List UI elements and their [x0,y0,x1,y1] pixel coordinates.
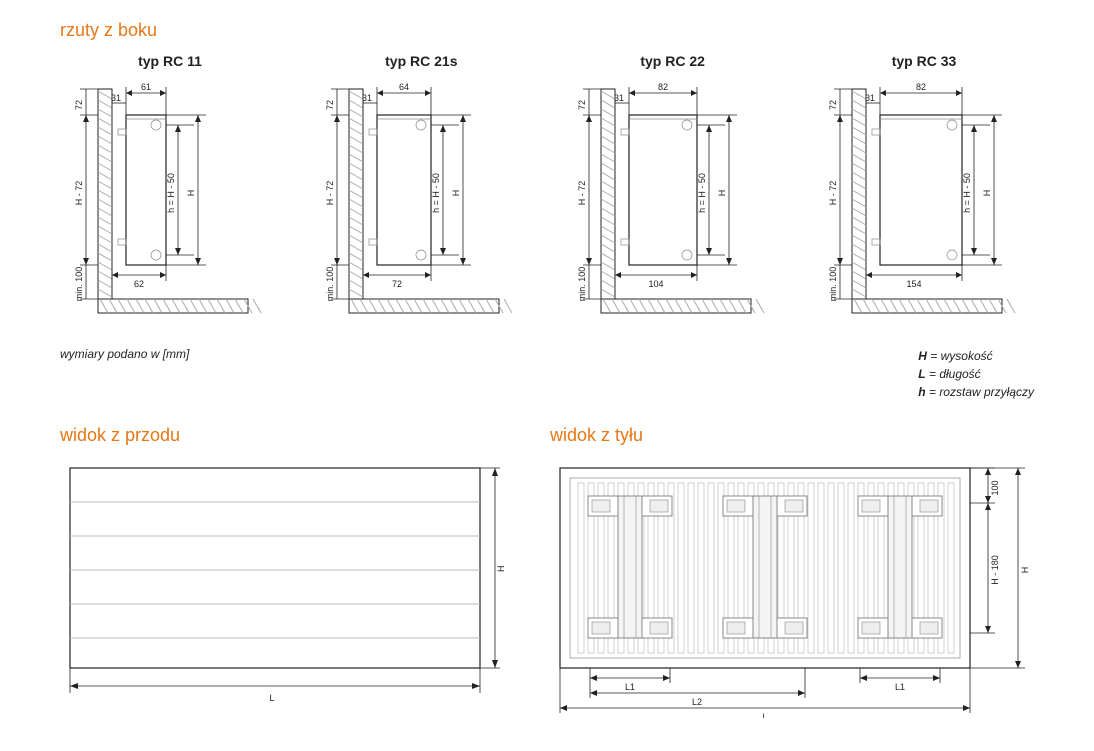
svg-text:72: 72 [325,100,335,110]
svg-text:H - 72: H - 72 [828,181,838,206]
svg-text:H: H [451,190,461,197]
svg-text:min. 100: min. 100 [577,267,587,302]
svg-text:min. 100: min. 100 [325,267,335,302]
svg-text:31: 31 [614,93,624,103]
svg-text:82: 82 [916,82,926,92]
svg-text:min. 100: min. 100 [74,267,84,302]
svg-text:L1: L1 [625,682,635,692]
dimensions-note: wymiary podano w [mm] [60,347,189,401]
svg-text:104: 104 [648,279,663,289]
side-view-3: typ RC 33 [814,53,1034,339]
type-label-2: typ RC 22 [563,53,783,69]
front-view-title: widok z przodu [60,425,520,446]
svg-text:h = H - 50: h = H - 50 [431,173,441,213]
svg-text:L1: L1 [895,682,905,692]
svg-text:61: 61 [141,82,151,92]
svg-text:31: 31 [865,93,875,103]
svg-text:H: H [1020,567,1030,574]
svg-text:H - 72: H - 72 [74,181,84,206]
legend-h: rozstaw przyłączy [939,385,1034,399]
svg-text:64: 64 [399,82,409,92]
side-view-0: typ RC 11 [60,53,280,339]
legend-L: długość [939,367,980,381]
side-views-title: rzuty z boku [60,20,1034,41]
svg-text:H: H [982,190,992,197]
front-H-label: H [496,566,506,573]
svg-text:h = H - 50: h = H - 50 [166,173,176,213]
bottom-row: widok z przodu H [60,425,1034,718]
back-view-title: widok z tyłu [550,425,1050,446]
svg-text:72: 72 [828,100,838,110]
svg-text:82: 82 [658,82,668,92]
svg-text:H: H [186,190,196,197]
svg-text:100: 100 [990,480,1000,495]
type-label-3: typ RC 33 [814,53,1034,69]
svg-text:154: 154 [906,279,921,289]
back-diagram: 100 H - 180 H L1 [550,458,1050,718]
svg-text:72: 72 [392,279,402,289]
svg-text:62: 62 [134,279,144,289]
svg-text:H - 180: H - 180 [990,555,1000,585]
svg-text:h = H - 50: h = H - 50 [962,173,972,213]
front-diagram: H L [60,458,520,718]
svg-text:H - 72: H - 72 [325,181,335,206]
svg-text:72: 72 [74,100,84,110]
legend: H = wysokość L = długość h = rozstaw prz… [918,347,1034,401]
svg-text:min. 100: min. 100 [828,267,838,302]
svg-text:L2: L2 [692,697,702,707]
svg-text:H: H [717,190,727,197]
side-view-1: typ RC 21s [311,53,531,339]
front-L-label: L [269,693,274,703]
side-view-2: typ RC 22 [563,53,783,339]
svg-text:31: 31 [111,93,121,103]
svg-text:72: 72 [577,100,587,110]
svg-text:L: L [762,712,767,718]
legend-H: wysokość [941,349,993,363]
notes-row: wymiary podano w [mm] H = wysokość L = d… [60,347,1034,401]
type-label-1: typ RC 21s [311,53,531,69]
side-views-row: typ RC 11 [60,53,1034,339]
svg-text:31: 31 [362,93,372,103]
type-label-0: typ RC 11 [60,53,280,69]
svg-text:H - 72: H - 72 [577,181,587,206]
svg-text:h = H - 50: h = H - 50 [697,173,707,213]
